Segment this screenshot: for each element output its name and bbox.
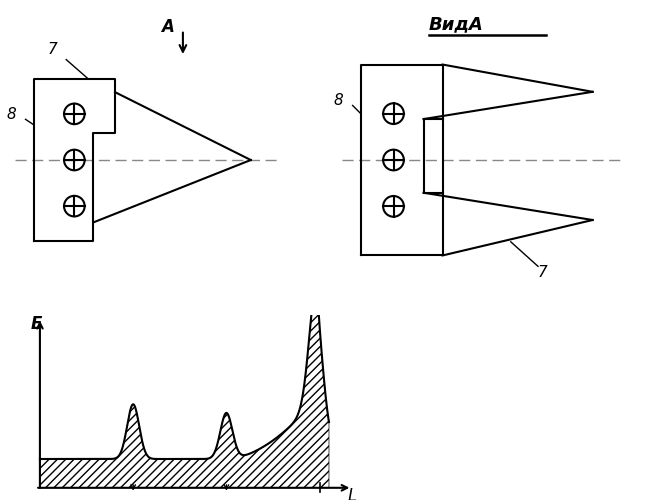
Text: 7: 7 bbox=[47, 42, 57, 57]
Text: L: L bbox=[348, 487, 357, 500]
Text: 7: 7 bbox=[538, 266, 548, 280]
Text: ВидA: ВидA bbox=[429, 15, 484, 33]
Text: A: A bbox=[161, 18, 174, 36]
Text: E: E bbox=[31, 316, 42, 334]
Text: 8: 8 bbox=[6, 108, 16, 122]
Text: 8: 8 bbox=[334, 94, 343, 108]
